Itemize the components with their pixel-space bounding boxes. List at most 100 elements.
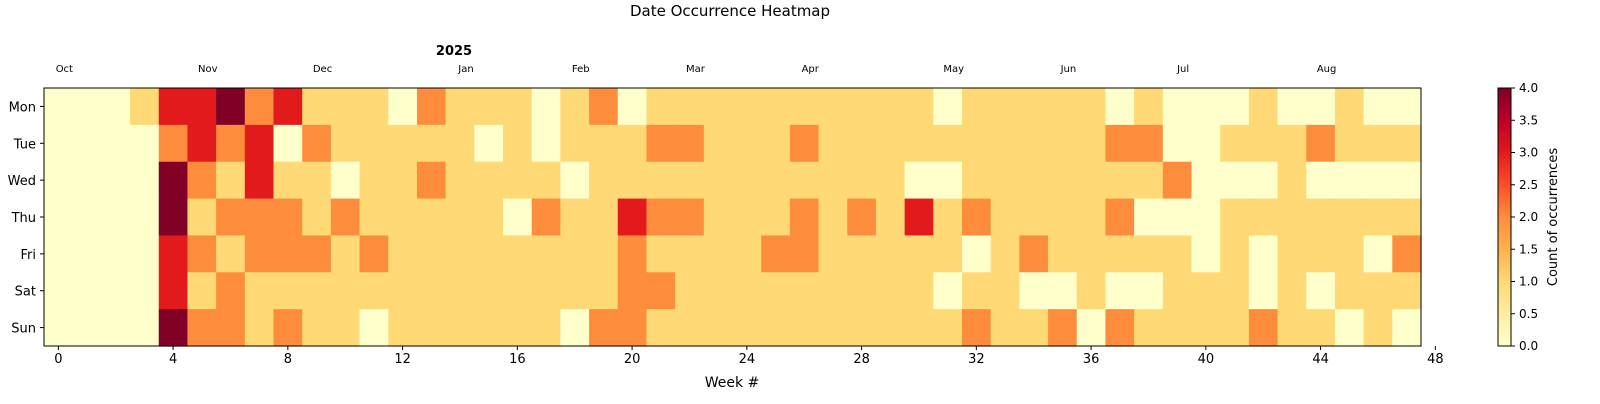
heatmap-cell (130, 124, 160, 163)
heatmap-cell (847, 161, 877, 200)
y-tick-label: Sat (15, 285, 36, 300)
heatmap-cell (703, 309, 734, 347)
heatmap-cell (646, 309, 676, 347)
heatmap-cell (875, 88, 906, 126)
colorbar-tick-label: 1.5 (1519, 242, 1538, 256)
heatmap-cell (1076, 235, 1107, 273)
heatmap-cell (589, 198, 619, 237)
heatmap-cell (1076, 309, 1107, 347)
heatmap-cell (416, 124, 447, 163)
x-tick-label: 48 (1427, 352, 1444, 367)
heatmap-cell (1048, 161, 1078, 200)
heatmap-cell (158, 124, 189, 163)
heatmap-cell (445, 309, 475, 347)
heatmap-cell (445, 235, 475, 273)
month-label: Jul (1176, 64, 1189, 75)
heatmap-cell (646, 198, 676, 237)
month-label: Apr (802, 64, 820, 75)
heatmap-cell (1277, 161, 1307, 200)
heatmap-cell (1019, 198, 1049, 237)
heatmap-cell (302, 124, 332, 163)
heatmap-cell (44, 272, 74, 310)
heatmap-cell (589, 124, 619, 163)
heatmap-cell (990, 309, 1020, 347)
heatmap-cell (761, 309, 791, 347)
heatmap-cell (646, 235, 676, 273)
heatmap-cell (1363, 161, 1393, 200)
heatmap-cell (388, 88, 418, 126)
heatmap-cell (1220, 161, 1250, 200)
heatmap-cell (789, 198, 820, 237)
x-axis-label: Week # (705, 375, 760, 391)
heatmap-cell (531, 124, 561, 163)
heatmap-cell (1277, 88, 1307, 126)
heatmap-cell (503, 161, 533, 200)
colorbar-tick-label: 4.0 (1519, 81, 1538, 95)
heatmap-cell (1191, 124, 1221, 163)
heatmap-cell (244, 309, 275, 347)
x-tick-label: 24 (739, 352, 756, 367)
heatmap-cell (1048, 235, 1078, 273)
heatmap-cell (1306, 124, 1336, 163)
y-tick-label: Thu (11, 211, 36, 226)
heatmap-cell (1363, 198, 1393, 237)
heatmap-cell (1019, 88, 1049, 126)
heatmap-cell (445, 161, 475, 200)
heatmap-cell (101, 272, 131, 310)
month-label: Jun (1060, 64, 1077, 75)
heatmap-cell (1019, 309, 1049, 347)
heatmap-cell (1134, 124, 1164, 163)
heatmap-cell (617, 88, 648, 126)
heatmap-cell (990, 88, 1020, 126)
heatmap-cell (1220, 124, 1250, 163)
heatmap-cell (216, 161, 246, 200)
heatmap-cell (617, 235, 648, 273)
heatmap-cell (273, 161, 303, 200)
heatmap-cell (789, 309, 820, 347)
heatmap-cell (589, 88, 619, 126)
heatmap-cell (1306, 235, 1336, 273)
heatmap-cell (388, 161, 418, 200)
heatmap-cell (761, 88, 791, 126)
heatmap-cell (1248, 88, 1279, 126)
heatmap-cell (904, 161, 934, 200)
heatmap-cell (818, 235, 848, 273)
heatmap-cell (158, 198, 189, 237)
heatmap-cell (675, 309, 705, 347)
heatmap-cell (273, 309, 303, 347)
heatmap-cell (416, 161, 447, 200)
heatmap-cell (216, 88, 246, 126)
heatmap-cell (44, 309, 74, 347)
heatmap-cell (1392, 161, 1422, 200)
heatmap-cell (1392, 309, 1422, 347)
heatmap-cell (474, 88, 504, 126)
heatmap-cell (1105, 198, 1135, 237)
heatmap-cell (1162, 235, 1193, 273)
heatmap-cell (44, 88, 74, 126)
heatmap-cell (761, 198, 791, 237)
heatmap-cell (761, 161, 791, 200)
heatmap-cell (216, 198, 246, 237)
heatmap-cell (1191, 88, 1221, 126)
heatmap-cell (273, 124, 303, 163)
heatmap-cell (1134, 161, 1164, 200)
heatmap-cell (904, 198, 934, 237)
heatmap-cell (503, 235, 533, 273)
heatmap-cell (1162, 272, 1193, 310)
colorbar-tick-label: 3.0 (1519, 146, 1538, 160)
heatmap-cell (1162, 124, 1193, 163)
heatmap-cell (1191, 235, 1221, 273)
month-label: Nov (198, 64, 218, 75)
heatmap-cell (761, 124, 791, 163)
x-tick-label: 12 (394, 352, 411, 367)
heatmap-cell (244, 198, 275, 237)
heatmap-cell (531, 161, 561, 200)
heatmap-cell (847, 88, 877, 126)
heatmap-cell (503, 272, 533, 310)
heatmap-cell (1134, 88, 1164, 126)
heatmap-cell (675, 88, 705, 126)
heatmap-cell (330, 235, 361, 273)
heatmap-cell (703, 124, 734, 163)
heatmap-cell (273, 272, 303, 310)
